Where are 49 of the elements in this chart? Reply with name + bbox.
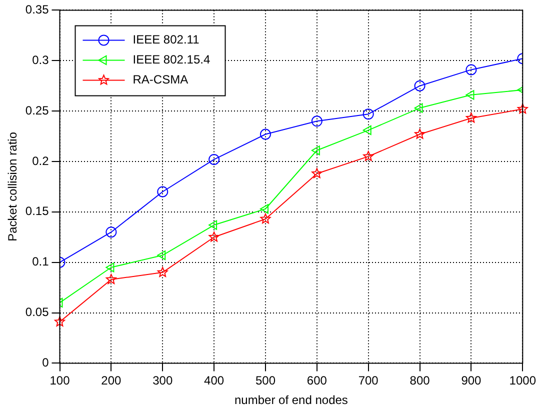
legend-label: RA-CSMA xyxy=(132,72,188,87)
y-tick-label: 0.35 xyxy=(25,2,50,17)
point xyxy=(414,103,423,113)
point xyxy=(157,186,168,198)
y-axis-title: Packet collision ratio xyxy=(6,132,20,242)
x-tick-label: 500 xyxy=(255,374,276,388)
point xyxy=(466,64,477,76)
x-axis-title: number of end nodes xyxy=(234,393,348,408)
point xyxy=(260,213,271,224)
point xyxy=(311,116,322,127)
y-tick-label: 0.15 xyxy=(25,204,50,218)
point xyxy=(208,154,220,165)
x-tick-label: 100 xyxy=(50,374,70,388)
point xyxy=(106,274,116,284)
point xyxy=(157,250,166,260)
point xyxy=(260,128,271,140)
point xyxy=(311,146,320,156)
x-tick-label: 600 xyxy=(306,374,328,388)
y-tick-label: 0.25 xyxy=(25,103,50,118)
legend-label: IEEE 802.11 xyxy=(132,32,200,47)
point xyxy=(362,108,374,120)
point xyxy=(208,220,218,230)
y-tick-label: 0.1 xyxy=(32,254,50,269)
point xyxy=(260,204,268,214)
point xyxy=(362,125,372,136)
point xyxy=(466,112,476,123)
y-tick-label: 0 xyxy=(42,356,50,370)
x-tick-label: 1000 xyxy=(509,374,536,388)
point xyxy=(208,232,220,242)
point xyxy=(157,266,168,277)
x-tick-label: 700 xyxy=(358,374,379,388)
point xyxy=(414,128,426,139)
x-tick-label: 400 xyxy=(204,374,224,388)
x-tick-label: 200 xyxy=(101,374,122,388)
point xyxy=(312,168,322,178)
y-tick-label: 0.05 xyxy=(25,305,50,320)
point xyxy=(54,316,66,326)
x-tick-label: 300 xyxy=(152,374,173,388)
point xyxy=(517,104,528,114)
point xyxy=(106,262,114,272)
point xyxy=(414,80,426,92)
x-tick-label: 800 xyxy=(410,374,430,388)
point xyxy=(466,90,474,100)
x-tick-label: 900 xyxy=(461,374,482,388)
y-tick-label: 0.2 xyxy=(32,154,50,168)
point xyxy=(363,150,374,161)
y-tick-label: 0.3 xyxy=(32,52,50,67)
point xyxy=(106,226,117,238)
legend-label: IEEE 802.15.4 xyxy=(132,52,210,67)
